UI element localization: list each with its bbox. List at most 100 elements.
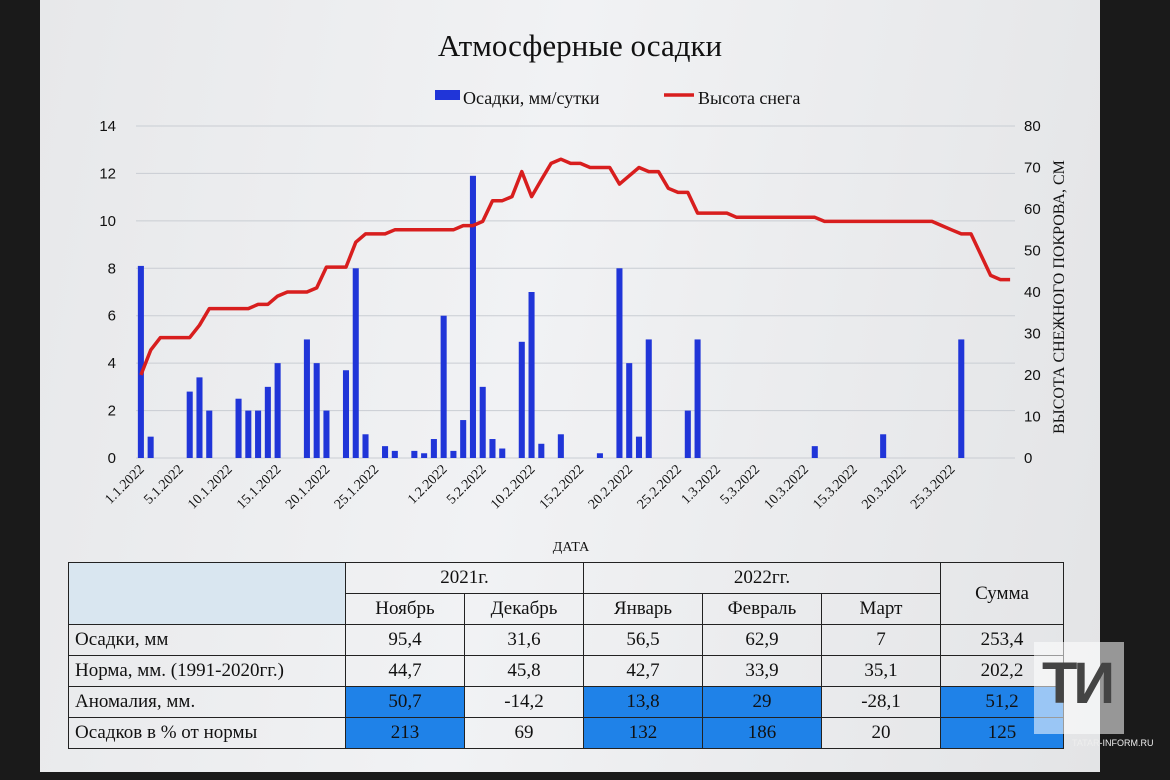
precipitation-bar — [235, 398, 242, 458]
table-cell: 42,7 — [583, 655, 703, 687]
table-cell: 95,4 — [345, 624, 465, 656]
month-header: Ноябрь — [345, 593, 465, 625]
left-tick-label: 12 — [99, 165, 116, 182]
precipitation-bar — [342, 370, 350, 458]
precipitation-bar — [245, 410, 252, 458]
precipitation-bar — [528, 292, 535, 458]
month-header: Март — [821, 593, 941, 625]
precipitation-bar — [538, 443, 545, 458]
left-tick-label: 10 — [99, 213, 116, 230]
year-2022-header: 2022гг. — [583, 562, 941, 594]
table-cell: 132 — [583, 717, 703, 749]
precipitation-bar — [303, 339, 310, 458]
table-cell: 56,5 — [583, 624, 703, 656]
precipitation-bar — [557, 434, 564, 458]
right-tick-label: 0 — [1024, 450, 1032, 467]
legend-bar-swatch — [435, 90, 460, 100]
table-row: Осадки, мм 95,4 31,6 56,5 62,9 7 253,4 — [68, 624, 1064, 656]
left-tick-label: 4 — [108, 355, 116, 372]
precipitation-bar — [518, 341, 525, 458]
right-tick-label: 50 — [1024, 243, 1041, 260]
x-tick-label: 20.2.2022 — [586, 462, 636, 512]
x-tick-label: 1.3.2022 — [679, 462, 724, 507]
left-tick-label: 0 — [108, 450, 116, 467]
table-row: Аномалия, мм. 50,7 -14,2 13,8 29 -28,1 5… — [68, 686, 1064, 718]
x-tick-label: 20.3.2022 — [859, 462, 909, 512]
year-2021-header: 2021г. — [345, 562, 584, 594]
month-header: Февраль — [702, 593, 822, 625]
precipitation-bar — [352, 268, 359, 458]
precipitation-bar — [323, 410, 330, 458]
table-cell: 62,9 — [702, 624, 822, 656]
table-cell: 213 — [345, 717, 465, 749]
x-tick-label: 5.2.2022 — [444, 462, 489, 507]
table-cell: 33,9 — [702, 655, 822, 687]
precipitation-bar — [147, 436, 154, 458]
table-cell: 44,7 — [345, 655, 465, 687]
precipitation-bar — [645, 339, 652, 458]
table-cell: 45,8 — [464, 655, 584, 687]
watermark-site-text: TATAR-INFORM.RU — [1072, 738, 1154, 748]
x-tick-label: 1.2.2022 — [405, 462, 450, 507]
table-cell: -14,2 — [464, 686, 584, 718]
precipitation-bar — [811, 446, 818, 458]
table-corner-cell — [68, 562, 346, 625]
precipitation-bar — [489, 439, 496, 458]
precipitation-bar — [880, 434, 887, 458]
bar-series — [137, 175, 965, 459]
right-tick-label: 40 — [1024, 284, 1041, 301]
precipitation-bar — [206, 410, 213, 458]
right-tick-label: 70 — [1024, 160, 1041, 177]
x-axis-label: ДАТА — [553, 540, 590, 555]
precipitation-bar — [440, 315, 447, 458]
watermark-logo — [1034, 642, 1124, 734]
legend-line-label: Высота снега — [698, 88, 800, 108]
precipitation-bar — [196, 377, 203, 458]
table-cell: 35,1 — [821, 655, 941, 687]
table-cell: -28,1 — [821, 686, 941, 718]
x-tick-label: 25.1.2022 — [332, 462, 382, 512]
x-tick-label: 15.1.2022 — [234, 462, 284, 512]
precipitation-bar — [626, 363, 633, 458]
right-tick-label: 60 — [1024, 201, 1041, 218]
left-tick-label: 2 — [108, 403, 116, 420]
x-tick-label: 5.1.2022 — [142, 462, 187, 507]
x-tick-label: 1.1.2022 — [102, 462, 147, 507]
left-tick-label: 14 — [99, 118, 116, 135]
precipitation-bar — [382, 446, 389, 458]
left-tick-label: 8 — [108, 260, 116, 277]
precipitation-chart: Атмосферные осадки Осадки, мм/сутки Высо… — [99, 28, 1068, 555]
table-cell: 20 — [821, 717, 941, 749]
x-tick-label: 15.3.2022 — [810, 462, 860, 512]
right-tick-label: 10 — [1024, 409, 1041, 426]
right-tick-label: 30 — [1024, 326, 1041, 343]
precipitation-bar — [186, 391, 193, 458]
precipitation-bar — [958, 339, 965, 458]
precipitation-bar — [430, 439, 437, 458]
precipitation-bar — [499, 448, 506, 458]
precipitation-bar — [274, 363, 281, 458]
precipitation-bar — [694, 339, 701, 458]
table-row: Норма, мм. (1991-2020гг.) 44,7 45,8 42,7… — [68, 655, 1064, 687]
table-cell: 186 — [702, 717, 822, 749]
chart-title: Атмосферные осадки — [438, 28, 722, 63]
table-cell: 7 — [821, 624, 941, 656]
right-tick-label: 20 — [1024, 367, 1041, 384]
row-label: Норма, мм. (1991-2020гг.) — [68, 655, 346, 687]
table-row: Осадков в % от нормы 213 69 132 186 20 1… — [68, 717, 1064, 749]
sum-header: Сумма — [940, 562, 1064, 625]
precipitation-bar — [264, 386, 271, 458]
left-tick-label: 6 — [108, 308, 116, 325]
x-tick-label: 15.2.2022 — [537, 462, 587, 512]
precipitation-bar — [313, 363, 320, 458]
precipitation-table: 2021г. 2022гг. Сумма Ноябрь Декабрь Янва… — [68, 562, 1064, 749]
table-cell: 13,8 — [583, 686, 703, 718]
right-tick-label: 80 — [1024, 118, 1041, 135]
precipitation-bar — [616, 268, 623, 458]
x-tick-label: 20.1.2022 — [283, 462, 333, 512]
precipitation-bar — [460, 420, 467, 458]
x-axis-ticks: 1.1.20225.1.202210.1.202215.1.202220.1.2… — [102, 462, 958, 512]
table-cell: 50,7 — [345, 686, 465, 718]
precipitation-bar — [635, 436, 643, 458]
precipitation-bar — [469, 175, 476, 459]
